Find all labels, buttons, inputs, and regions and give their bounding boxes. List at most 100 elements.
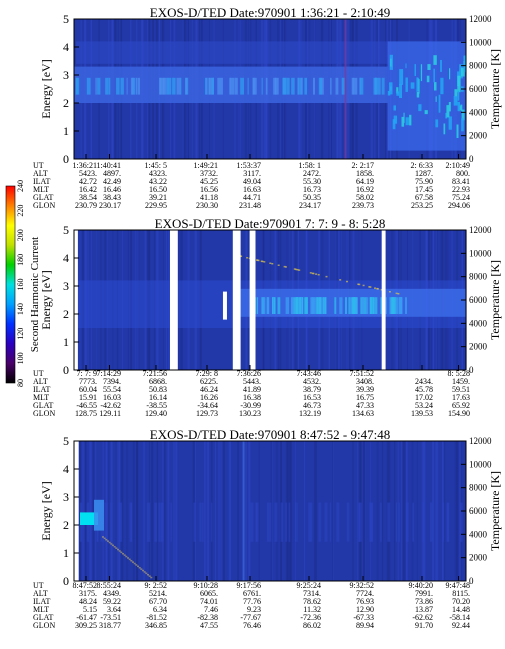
ephemeris-table: UTALTILATMLTGLATGLON1:36:215423.42.7216.… (33, 161, 470, 210)
dispersion-trace (315, 273, 318, 275)
ephemeris-cell: -30.99 (240, 401, 261, 410)
band-core (298, 77, 300, 95)
band-core (267, 297, 269, 314)
ephemeris-cell: 55.54 (103, 385, 121, 394)
ephemeris-cell: 230.79 (75, 201, 97, 210)
ephemeris-cell: -58.14 (449, 613, 470, 622)
band-faint (430, 502, 433, 542)
band-core (205, 77, 208, 95)
ephemeris-cell: 7:51:52 (350, 369, 374, 378)
ephemeris-cell: 4349. (103, 589, 121, 598)
ephemeris-cell: -82.38 (197, 613, 218, 622)
y-tick-label: 5 (63, 434, 69, 448)
dispersion-trace (246, 257, 249, 259)
band-core (394, 297, 397, 314)
ephemeris-row-label: GLON (33, 409, 55, 418)
dispersion-trace (256, 259, 258, 261)
band-core (389, 297, 392, 314)
band-core (229, 77, 231, 95)
y2-axis-label: Temperature [K] (488, 260, 502, 340)
band-core (341, 77, 345, 95)
band-core (399, 297, 402, 314)
ephemeris-cell: 17.45 (415, 185, 433, 194)
texture-streak (218, 441, 221, 581)
texture-streak (401, 441, 403, 581)
band-faint (269, 502, 272, 542)
dispersion-trace (143, 571, 146, 573)
ephemeris-cell: 59.22 (103, 597, 121, 606)
band-faint (280, 502, 283, 542)
band-core (230, 77, 235, 95)
ephemeris-cell: 9:25:24 (297, 581, 321, 590)
bright-halo (94, 499, 104, 531)
band-core (299, 297, 302, 314)
texture-streak (403, 441, 406, 581)
dispersion-trace (125, 555, 128, 558)
ephemeris-cell: 65.92 (452, 401, 470, 410)
band-faint (105, 502, 108, 542)
band-core (97, 77, 101, 95)
panel-1: EXOS-D/TED Date:970901 1:36:21 - 2:10:49… (33, 5, 502, 210)
dispersion-trace (105, 539, 108, 541)
y2-tick-label: 4000 (469, 529, 488, 539)
ephemeris-row-label: ALT (33, 377, 48, 386)
dispersion-trace (107, 540, 109, 542)
band-bright (424, 110, 428, 115)
dispersion-trace (108, 541, 111, 544)
band-core (95, 77, 97, 95)
band-faint (329, 502, 331, 542)
texture-streak (248, 441, 251, 581)
texture-streak (211, 441, 213, 581)
ephemeris-cell: 129.40 (145, 409, 167, 418)
dispersion-trace (295, 268, 298, 271)
ephemeris-cell: 9:40:20 (409, 581, 433, 590)
y2-tick-label: 6000 (469, 506, 488, 516)
ephemeris-row-label: GLON (33, 201, 55, 210)
band-core (272, 297, 275, 314)
ephemeris-cell: 800. (456, 169, 470, 178)
colorbar-tick-label: 180 (16, 254, 25, 266)
band-bright (443, 123, 446, 135)
ephemeris-cell: 4897. (103, 169, 121, 178)
ephemeris-cell: -62.62 (412, 613, 433, 622)
texture-streak (287, 441, 289, 581)
ephemeris-cell: 83.41 (452, 177, 470, 186)
texture-streak (394, 441, 396, 581)
band-core (296, 297, 299, 314)
ephemeris-cell: 7:14:29 (97, 369, 121, 378)
colorbar: 80 100 120 140 160 180 200 220 240 Second Harmoni… (5, 180, 41, 387)
ephemeris-cell: 6868. (149, 377, 167, 386)
dispersion-trace (112, 544, 114, 547)
ephemeris-cell: 129.73 (196, 409, 218, 418)
ephemeris-cell: 46.73 (303, 401, 321, 410)
dispersion-trace (113, 546, 116, 548)
dispersion-trace (358, 283, 361, 286)
ephemeris-row-label: UT (33, 369, 44, 378)
y2-tick-label: 4000 (469, 107, 488, 117)
band-core (355, 297, 357, 314)
band-faint (358, 502, 362, 542)
ephemeris-cell: 50.35 (303, 193, 321, 202)
y-tick-label: 5 (63, 223, 69, 237)
band-core (293, 297, 298, 314)
ephemeris-cell: 73.86 (415, 597, 433, 606)
texture-streak (126, 441, 129, 581)
band-faint (405, 502, 409, 542)
band-bright (420, 64, 423, 82)
band-core (366, 297, 369, 314)
band-bright (457, 75, 461, 93)
band-faint (447, 502, 449, 542)
dispersion-trace (293, 268, 296, 270)
dispersion-trace (118, 550, 121, 552)
y2-tick-label: 10000 (469, 459, 492, 469)
y-axis-label: Energy [eV] (39, 481, 53, 540)
y2-tick-label: 10000 (469, 37, 492, 47)
y-tick-label: 3 (63, 68, 69, 82)
texture-streak (151, 441, 153, 581)
band-core (320, 297, 324, 314)
ephemeris-cell: 75.90 (415, 177, 433, 186)
ephemeris-cell: 67.58 (415, 193, 433, 202)
band-faint (288, 502, 291, 542)
dispersion-trace (147, 574, 149, 576)
ephemeris-cell: 16.56 (200, 185, 218, 194)
